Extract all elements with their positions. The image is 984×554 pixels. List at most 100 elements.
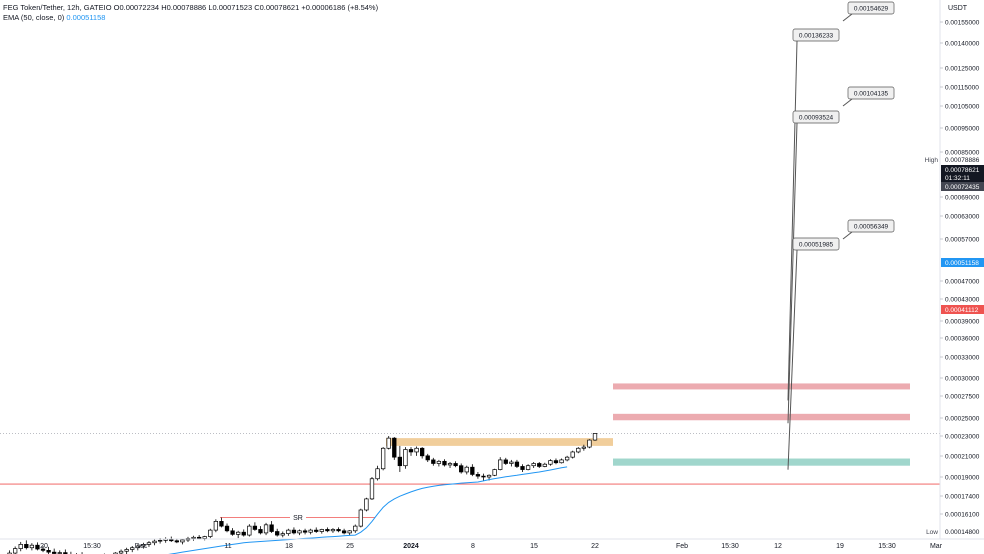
zone-green-3 bbox=[613, 458, 910, 466]
candle-body bbox=[431, 459, 436, 464]
callout-mid-top-box bbox=[847, 86, 895, 100]
candle-body bbox=[520, 466, 525, 470]
candle-body bbox=[286, 529, 291, 534]
time-tick-label: 15:30 bbox=[83, 543, 101, 550]
candle-body bbox=[263, 524, 269, 534]
candle-body bbox=[392, 437, 397, 458]
candle-body bbox=[553, 460, 559, 464]
candle-body bbox=[542, 463, 547, 467]
candle-body bbox=[464, 466, 469, 473]
candle-body bbox=[453, 463, 458, 467]
candle-body bbox=[358, 509, 363, 527]
candle-body bbox=[208, 529, 213, 537]
candle-body bbox=[537, 463, 542, 467]
time-tick-label: 8 bbox=[471, 543, 475, 550]
candle-body bbox=[420, 447, 425, 457]
countdown-value: 01:32:11 bbox=[945, 175, 970, 182]
time-tick-label: 15:30 bbox=[878, 543, 896, 550]
candle-body bbox=[503, 459, 508, 464]
legend-ema-value: 0.00051158 bbox=[66, 13, 106, 22]
red-line-price-box bbox=[941, 305, 984, 314]
candle-body bbox=[425, 455, 430, 461]
candle-body bbox=[475, 474, 481, 477]
callout-upper-label: 0.00136233 bbox=[799, 33, 834, 40]
candle-body bbox=[459, 465, 464, 473]
candle-body bbox=[347, 530, 352, 534]
callout-upper-top-label: 0.00154629 bbox=[854, 6, 889, 13]
ema-price-box bbox=[941, 258, 984, 267]
candle-body bbox=[314, 529, 319, 532]
price-tick-label: 0.00125000 bbox=[945, 66, 980, 73]
price-tick-label: 0.00033000 bbox=[945, 355, 980, 362]
ema-layer bbox=[168, 466, 568, 554]
candle-body bbox=[386, 437, 391, 449]
candle-body bbox=[230, 530, 235, 535]
candle-body bbox=[46, 550, 51, 553]
time-tick-label: 12 bbox=[774, 543, 782, 550]
candle-body bbox=[330, 529, 336, 532]
callout-green-label: 0.00051985 bbox=[799, 242, 834, 249]
candle-body bbox=[336, 529, 341, 532]
time-tick-label: Feb bbox=[676, 543, 688, 550]
candle-body bbox=[592, 433, 598, 441]
legend-low: L0.00071523 bbox=[208, 3, 253, 12]
candle-body bbox=[492, 469, 497, 476]
price-axis[interactable]: USDT 0.00155000 0.00140000 0.00125000 0.0011… bbox=[925, 0, 984, 539]
candle-body bbox=[52, 551, 57, 554]
time-tick-label: 15:30 bbox=[721, 543, 739, 550]
callout-upper-pointer bbox=[787, 40, 798, 401]
callout-mid-top-label: 0.00104135 bbox=[854, 91, 889, 98]
candle-body bbox=[514, 461, 520, 467]
candle-body bbox=[498, 459, 503, 470]
candle-body bbox=[408, 449, 414, 453]
candle-body bbox=[397, 456, 403, 467]
candle-body bbox=[302, 530, 308, 533]
candle-body bbox=[364, 498, 369, 511]
time-tick-label: 15 bbox=[530, 543, 538, 550]
chart-legend: FEG Token/Tether, 12h, GATEIO O0.0007223… bbox=[3, 3, 378, 23]
price-tick-label: 0.00027500 bbox=[945, 394, 980, 401]
time-tick-label: 11 bbox=[224, 543, 231, 550]
candle-body bbox=[414, 447, 419, 453]
callout-upper-box bbox=[792, 28, 840, 42]
legend-ema-row: EMA (50, close, 0) 0.00051158 bbox=[3, 13, 378, 23]
candle-body bbox=[258, 529, 263, 534]
time-tick-label: 2024 bbox=[403, 543, 419, 550]
red-line-price-value: 0.00041112 bbox=[945, 307, 979, 314]
callout-upper-top-box bbox=[847, 1, 895, 15]
candle-body bbox=[202, 536, 207, 539]
callout-mid-box bbox=[792, 110, 840, 124]
candle-body bbox=[442, 460, 447, 466]
price-tick-label: 0.00095000 bbox=[945, 126, 980, 133]
high-value: 0.00078886 bbox=[945, 157, 980, 164]
time-tick-label: Dec bbox=[135, 543, 148, 550]
time-tick-label: 25 bbox=[346, 543, 354, 550]
candle-body bbox=[13, 548, 18, 554]
legend-ema-label: EMA (50, close, 0) bbox=[3, 13, 65, 22]
price-tick-label: 0.00105000 bbox=[945, 104, 980, 111]
zones-layer bbox=[386, 383, 910, 466]
candle-body bbox=[447, 463, 453, 466]
price-tick-label: 0.00085000 bbox=[945, 150, 980, 157]
low-label: Low bbox=[926, 529, 938, 536]
candle-body bbox=[146, 542, 152, 545]
callout-green-pointer bbox=[787, 249, 798, 470]
price-tick-label: 0.00063000 bbox=[945, 214, 980, 221]
time-axis[interactable]: 20 15:30 Dec 11 18 25 2024 8 15 22 Feb 15:30 12 19 15:… bbox=[0, 538, 984, 550]
candle-body bbox=[559, 459, 564, 464]
candle-body bbox=[124, 549, 129, 552]
candle-body bbox=[375, 468, 380, 480]
price-tick-label: 0.00023000 bbox=[945, 434, 980, 441]
candle-body bbox=[141, 544, 146, 547]
prev-price-box bbox=[941, 182, 984, 191]
price-tick-label: 0.00017400 bbox=[945, 494, 980, 501]
candle-body bbox=[280, 533, 285, 536]
time-tick-label: 22 bbox=[591, 543, 599, 550]
candle-body bbox=[525, 465, 531, 470]
candle-body bbox=[576, 447, 581, 453]
time-tick-label: 19 bbox=[836, 543, 844, 550]
sr-label: SR bbox=[293, 515, 303, 522]
candle-body bbox=[180, 539, 185, 543]
